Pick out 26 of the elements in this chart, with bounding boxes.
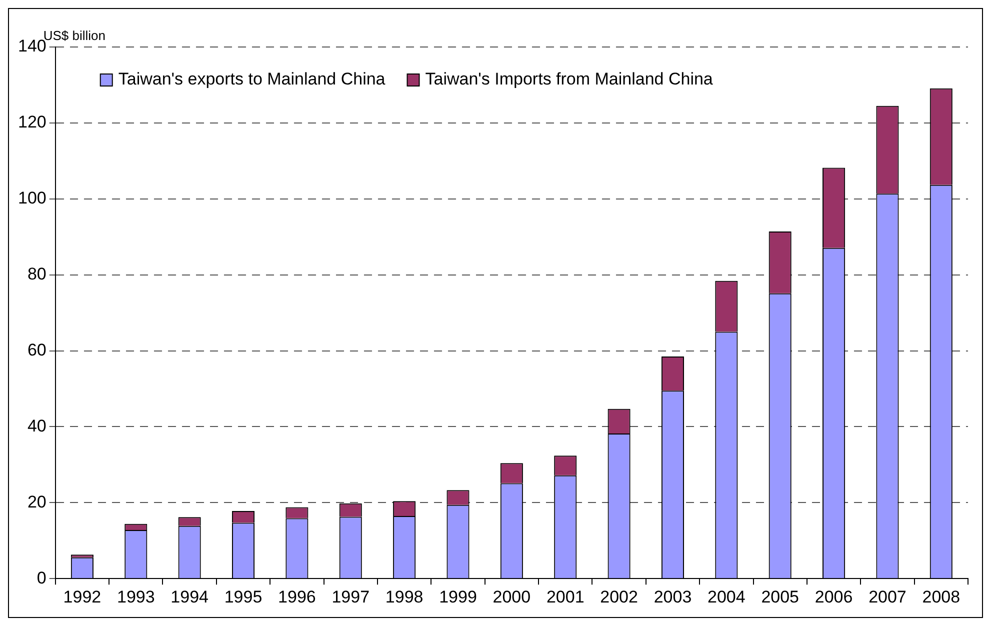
x-tick-label: 1992 xyxy=(63,587,102,606)
x-tick-label: 2006 xyxy=(814,587,853,606)
y-tick-label: 40 xyxy=(27,416,46,436)
x-tick-label: 2002 xyxy=(600,587,638,606)
x-tick-label: 2007 xyxy=(868,587,906,606)
y-tick-label: 20 xyxy=(27,492,46,512)
x-tick-label: 1993 xyxy=(116,587,155,606)
x-tick-label: 1996 xyxy=(278,587,316,606)
legend-label: Taiwan's Imports from Mainland China xyxy=(425,70,714,89)
x-tick-label: 2004 xyxy=(708,587,746,606)
x-tick-label: 1994 xyxy=(170,587,208,606)
legend-label: Taiwan's exports to Mainland China xyxy=(118,70,386,89)
y-tick-label: 0 xyxy=(36,568,46,588)
y-tick-label: 80 xyxy=(27,264,46,284)
y-tick-label: 120 xyxy=(18,112,46,132)
x-tick-label: 1997 xyxy=(332,587,370,606)
x-tick-label: 1998 xyxy=(385,587,424,606)
x-tick-label: 2003 xyxy=(654,587,692,606)
x-tick-label: 1999 xyxy=(439,587,477,606)
x-tick-label: 2001 xyxy=(546,587,584,606)
x-tick-label: 2000 xyxy=(492,587,531,606)
x-tick-label: 1995 xyxy=(224,587,262,606)
x-tick-label: 2005 xyxy=(761,587,800,606)
x-tick-label: 2008 xyxy=(922,587,960,606)
y-tick-label: 100 xyxy=(18,188,46,208)
y-tick-label: 60 xyxy=(27,340,46,360)
